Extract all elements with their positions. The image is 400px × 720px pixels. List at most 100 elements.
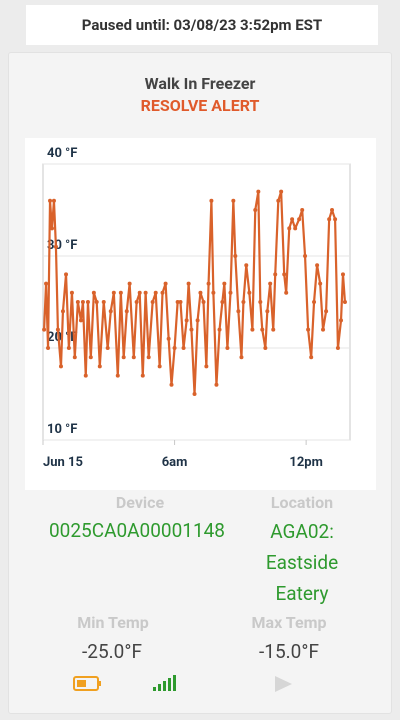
data-point	[250, 327, 255, 332]
data-point	[83, 373, 88, 378]
data-point	[60, 309, 65, 314]
data-point	[244, 263, 249, 268]
data-point	[91, 290, 96, 295]
data-point	[169, 382, 174, 387]
data-point	[157, 364, 162, 369]
data-point	[66, 346, 71, 350]
data-point	[42, 327, 47, 332]
data-point	[217, 327, 222, 332]
data-point	[268, 281, 273, 286]
location-label: Location	[270, 493, 334, 512]
device-label: Device	[115, 493, 165, 512]
data-point	[131, 355, 136, 360]
x-tick-label: Jun 15	[43, 455, 83, 470]
data-point	[290, 217, 295, 222]
data-point	[192, 392, 197, 396]
data-point	[88, 355, 93, 360]
data-point	[80, 300, 85, 304]
data-point	[163, 281, 168, 286]
pause-banner: Paused until: 03/08/23 3:52pm EST	[26, 5, 378, 45]
data-point	[256, 189, 261, 194]
data-point	[75, 300, 80, 304]
data-point	[108, 309, 113, 314]
data-point	[263, 346, 268, 350]
data-point	[327, 217, 332, 222]
device-value: 0025CA0A00001148	[49, 519, 225, 542]
data-point	[186, 281, 191, 286]
data-point	[276, 198, 281, 203]
data-point	[284, 290, 289, 295]
data-point	[150, 300, 155, 304]
data-point	[222, 281, 227, 286]
data-point	[189, 327, 194, 332]
data-point	[195, 318, 200, 323]
max-temp-label: Max Temp	[251, 613, 327, 632]
data-point	[321, 327, 326, 332]
data-point	[44, 281, 49, 286]
battery-icon	[73, 676, 101, 691]
data-point	[184, 318, 189, 323]
x-tick-label: 6am	[162, 455, 188, 470]
data-point	[258, 300, 263, 304]
data-point	[211, 290, 216, 295]
play-button[interactable]	[275, 676, 292, 692]
data-point	[134, 300, 139, 304]
data-point	[228, 290, 233, 295]
y-tick-label: 40 °F	[47, 146, 77, 161]
data-point	[51, 198, 56, 203]
data-point	[339, 318, 344, 323]
data-point	[287, 226, 292, 231]
data-point	[324, 309, 329, 314]
data-point	[214, 382, 219, 387]
data-point	[233, 254, 238, 258]
data-point	[69, 290, 74, 295]
data-point	[137, 290, 142, 295]
data-point	[97, 364, 102, 369]
data-point	[85, 300, 90, 304]
location-value: AGA02: Eastside Eatery	[265, 520, 339, 605]
data-point	[127, 281, 132, 286]
data-point	[318, 281, 323, 286]
max-temp-value: -15.0°F	[259, 640, 319, 663]
data-point	[253, 208, 258, 212]
data-point	[111, 290, 116, 295]
data-point	[198, 290, 203, 295]
data-point	[46, 346, 51, 350]
data-point	[101, 300, 106, 304]
data-point	[72, 355, 77, 360]
data-point	[115, 373, 120, 378]
data-point	[172, 346, 177, 350]
data-point	[340, 272, 345, 277]
data-point	[166, 336, 171, 341]
y-tick-label: 10 °F	[47, 422, 77, 437]
card-title: Walk In Freezer	[144, 74, 256, 93]
data-point	[247, 290, 252, 295]
data-point	[335, 346, 340, 350]
data-point	[333, 217, 338, 222]
data-point	[78, 318, 83, 323]
data-point	[178, 300, 183, 304]
data-point	[306, 327, 311, 332]
data-point	[118, 290, 123, 295]
min-temp-label: Min Temp	[77, 613, 149, 632]
data-point	[49, 226, 54, 231]
resolve-alert[interactable]: RESOLVE ALERT	[140, 96, 260, 115]
data-point	[58, 364, 63, 369]
data-point	[312, 300, 317, 304]
data-point	[271, 327, 276, 332]
data-point	[273, 272, 278, 277]
data-point	[220, 300, 225, 304]
data-point	[315, 263, 320, 268]
data-point	[204, 364, 209, 369]
data-point	[48, 198, 53, 203]
status-icons	[73, 675, 292, 692]
data-point	[160, 290, 165, 295]
min-temp-value: -25.0°F	[82, 640, 142, 663]
data-point	[241, 300, 246, 304]
data-point	[300, 208, 305, 212]
data-point	[209, 198, 214, 203]
data-point	[146, 355, 151, 360]
